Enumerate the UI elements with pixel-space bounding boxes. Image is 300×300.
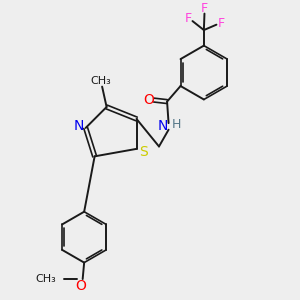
Text: F: F	[184, 12, 192, 25]
Text: F: F	[201, 2, 208, 15]
Text: O: O	[143, 93, 154, 107]
Text: N: N	[158, 118, 168, 133]
Text: H: H	[171, 118, 181, 131]
Text: F: F	[218, 17, 224, 30]
Text: CH₃: CH₃	[90, 76, 111, 85]
Text: O: O	[76, 279, 87, 292]
Text: S: S	[139, 146, 148, 160]
Text: CH₃: CH₃	[35, 274, 56, 284]
Text: N: N	[74, 119, 84, 134]
